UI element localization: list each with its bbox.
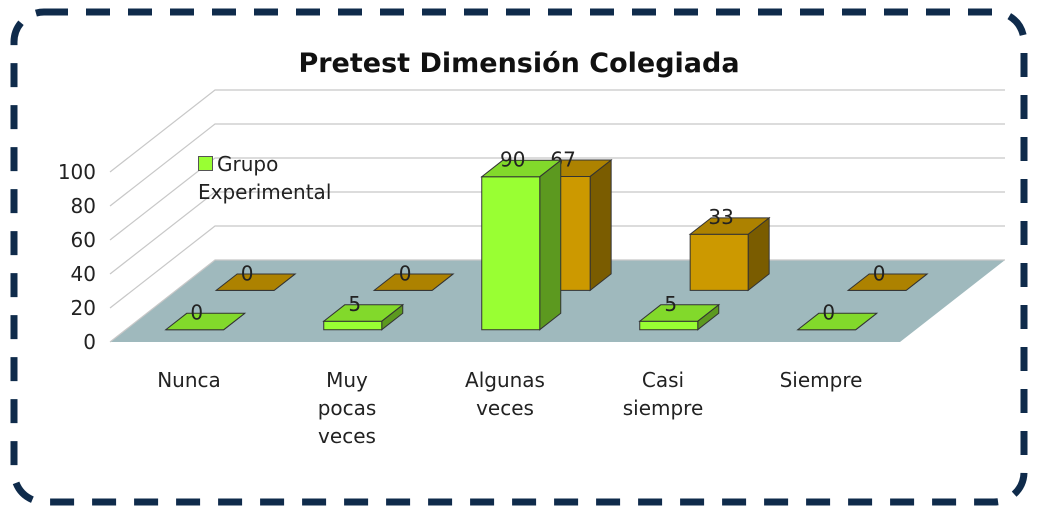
bar bbox=[164, 312, 247, 331]
y-tick-label: 0 bbox=[83, 330, 96, 354]
bar-top bbox=[322, 304, 405, 322]
legend-swatch bbox=[198, 156, 213, 171]
x-tick-label: Muy pocas veces bbox=[317, 368, 377, 448]
bar bbox=[214, 273, 297, 291]
y-tick-label: 100 bbox=[58, 160, 96, 184]
value-label: 0 bbox=[399, 261, 412, 285]
bar-front bbox=[323, 320, 383, 331]
grid-line bbox=[109, 191, 1005, 275]
x-tick-label: Nunca bbox=[157, 368, 221, 392]
bar-front bbox=[481, 176, 541, 331]
legend-label: Grupo Experimental bbox=[198, 152, 332, 204]
bar bbox=[322, 303, 405, 331]
value-label: 33 bbox=[708, 205, 733, 229]
bar-top bbox=[688, 217, 771, 235]
bar-front bbox=[689, 233, 749, 291]
bar-side bbox=[539, 159, 562, 331]
bar-top bbox=[796, 312, 879, 331]
y-tick-label: 80 bbox=[71, 194, 96, 218]
border bbox=[10, 8, 1028, 506]
x-tick-label: Algunas veces bbox=[465, 368, 545, 420]
bar-top bbox=[846, 273, 929, 291]
bar-top bbox=[372, 273, 455, 291]
bar bbox=[688, 216, 771, 292]
chart-title: Pretest Dimensión Colegiada bbox=[298, 48, 740, 79]
y-tick-label: 60 bbox=[71, 228, 96, 252]
bar-top bbox=[164, 312, 247, 331]
value-label: 0 bbox=[241, 261, 254, 285]
value-label: 90 bbox=[500, 148, 525, 172]
bar-front bbox=[639, 320, 699, 331]
value-label: 5 bbox=[664, 292, 677, 316]
grid-line bbox=[109, 89, 1005, 173]
x-tick-label: Casi siempre bbox=[622, 368, 704, 420]
value-label: 0 bbox=[190, 301, 203, 325]
grid-line bbox=[109, 157, 1005, 241]
value-label: 0 bbox=[873, 261, 886, 285]
bar-top bbox=[638, 304, 721, 322]
bar bbox=[796, 312, 879, 331]
legend: Grupo Experimental bbox=[198, 150, 388, 206]
bar-top bbox=[214, 273, 297, 291]
bar bbox=[638, 303, 721, 331]
bar bbox=[480, 159, 563, 331]
bar bbox=[372, 273, 455, 291]
value-label: 0 bbox=[822, 301, 835, 325]
grid-line bbox=[109, 123, 1005, 207]
bar-top bbox=[480, 159, 563, 178]
bar-side bbox=[589, 159, 612, 292]
bar bbox=[846, 273, 929, 291]
value-label: 5 bbox=[348, 292, 361, 316]
y-tick-label: 20 bbox=[71, 296, 96, 320]
x-tick-label: Siempre bbox=[779, 368, 863, 392]
y-tick-label: 40 bbox=[71, 262, 96, 286]
